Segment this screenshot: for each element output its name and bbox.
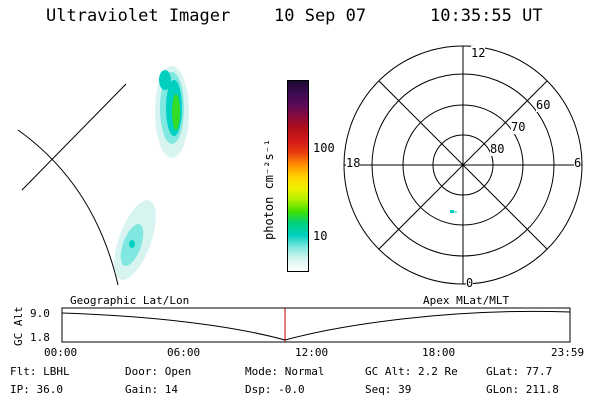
track-yaxis-title: GC Alt	[12, 306, 25, 346]
colorbar	[287, 80, 309, 272]
lat-label-70: 70	[511, 120, 526, 134]
status-ip: IP: 36.0	[10, 383, 63, 396]
status-flt: Flt: LBHL	[10, 365, 70, 378]
mlt-line-diag-2	[378, 80, 548, 250]
status-door: Door: Open	[125, 365, 192, 378]
mlt-line-diag-1	[378, 80, 548, 250]
xtick-00: 00:00	[44, 346, 78, 359]
mlt-label-12: 12	[471, 46, 486, 60]
lat-grid-line	[21, 83, 127, 191]
mlt-label-18: 18	[346, 156, 361, 170]
status-glat: GLat: 77.7	[486, 365, 553, 378]
lat-circle-60	[371, 73, 555, 257]
lat-label-60: 60	[536, 98, 551, 112]
mlt-label-6: 6	[574, 156, 582, 170]
status-mode: Mode: Normal	[245, 365, 325, 378]
time-label: 10:35:55 UT	[430, 6, 543, 26]
lat-circle-70	[402, 104, 524, 226]
status-dsp: Dsp: -0.0	[245, 383, 305, 396]
lat-circle-50	[343, 45, 583, 285]
status-seq: Seq: 39	[365, 383, 412, 396]
altitude-curve	[61, 310, 571, 341]
track-left-label: Geographic Lat/Lon	[70, 294, 190, 307]
status-gain: Gain: 14	[125, 383, 178, 396]
track-right-label: Apex MLat/MLT	[423, 294, 510, 307]
xtick-12: 12:00	[295, 346, 329, 359]
lon-grid-line	[17, 129, 119, 286]
aurora-emission-lower	[114, 200, 156, 280]
xtick-18: 18:00	[422, 346, 456, 359]
track-ytick-top: 9.0	[30, 307, 50, 320]
instrument-title: Ultraviolet Imager	[46, 6, 231, 26]
track-ytick-bottom: 1.8	[30, 331, 50, 344]
colorbar-unit-label: photon cm⁻²s⁻¹	[262, 138, 276, 240]
lat-label-80: 80	[490, 142, 505, 156]
lat-circle-80	[432, 134, 494, 196]
colorbar-tick-100: 100	[313, 141, 335, 155]
xtick-06: 06:00	[167, 346, 201, 359]
status-gc-alt: GC Alt: 2.2 Re	[365, 365, 458, 378]
aurora-emission-upper	[155, 66, 189, 158]
mlt-label-0: 0	[466, 276, 474, 290]
polar-emission-spot	[450, 210, 454, 213]
status-glon: GLon: 211.8	[486, 383, 559, 396]
date-label: 10 Sep 07	[274, 6, 367, 26]
xtick-2359: 23:59	[551, 346, 585, 359]
colorbar-tick-10: 10	[313, 229, 328, 243]
